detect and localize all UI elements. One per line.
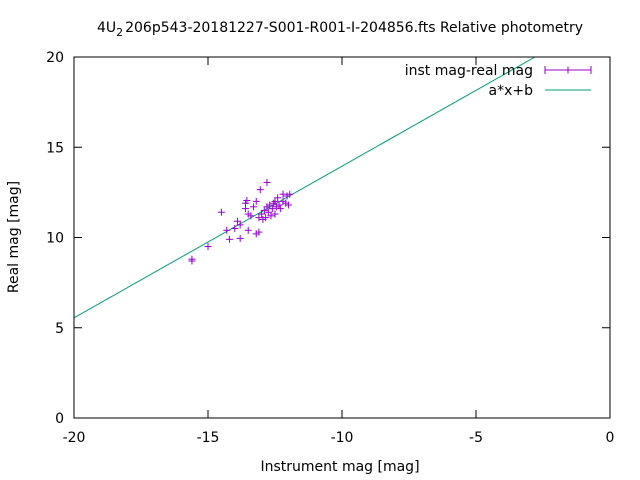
x-tick-label: 0 [606,430,615,446]
x-tick-label: -20 [63,430,86,446]
data-point [262,214,270,222]
x-tick-label: -10 [331,430,354,446]
data-point [260,206,268,214]
plot-area [73,56,536,319]
data-point [236,234,244,242]
data-point [271,197,279,205]
data-point [250,203,258,211]
legend: inst mag-real mag a*x+b [405,63,592,99]
data-point [268,205,276,213]
legend-label-fit: a*x+b [489,83,534,99]
chart-title: 4U2 206p543-20181227-S001-R001-I-204856.f… [97,20,583,39]
data-point [217,208,225,216]
data-point [256,186,264,194]
data-point [252,197,260,205]
y-tick-label: 5 [55,321,64,337]
data-point [255,214,263,222]
data-point [204,243,212,251]
y-axis-label: Real mag [mag] [6,181,22,293]
data-point [264,208,272,216]
data-point [274,194,282,202]
data-point [266,201,274,209]
legend-label-inst-mag: inst mag-real mag [405,63,533,79]
data-point [244,226,252,234]
y-tick-label: 10 [46,231,64,247]
axes: -20 -15 -10 -5 0 0 5 10 15 20 [46,50,614,446]
data-point [276,205,284,213]
data-point [255,228,263,236]
data-point [263,178,271,186]
y-tick-label: 0 [55,411,64,427]
data-point [223,226,231,234]
data-point [284,201,292,209]
y-tick-label: 20 [46,50,64,66]
data-point [231,224,239,232]
data-point [188,257,196,265]
data-point [279,190,287,198]
data-point [225,235,233,243]
data-point [270,199,278,207]
fit-line [73,56,536,319]
data-point [275,201,283,209]
x-axis-label: Instrument mag [mag] [260,459,419,475]
title-main: 4U [97,20,116,36]
data-point [286,190,294,198]
plot-frame [73,56,611,419]
title-subscript: 2 [116,26,123,39]
data-point [247,212,255,220]
x-tick-label: -5 [469,430,483,446]
title-rest: 206p543-20181227-S001-R001-I-204856.fts … [125,20,583,36]
data-point [267,212,275,220]
data-point [243,196,251,204]
data-point [233,217,241,225]
data-point [258,210,266,218]
legend-mark-inst-mag [544,66,592,74]
y-tick-label: 15 [46,140,64,156]
data-point [271,210,279,218]
data-point [236,221,244,229]
x-tick-label: -15 [197,430,220,446]
